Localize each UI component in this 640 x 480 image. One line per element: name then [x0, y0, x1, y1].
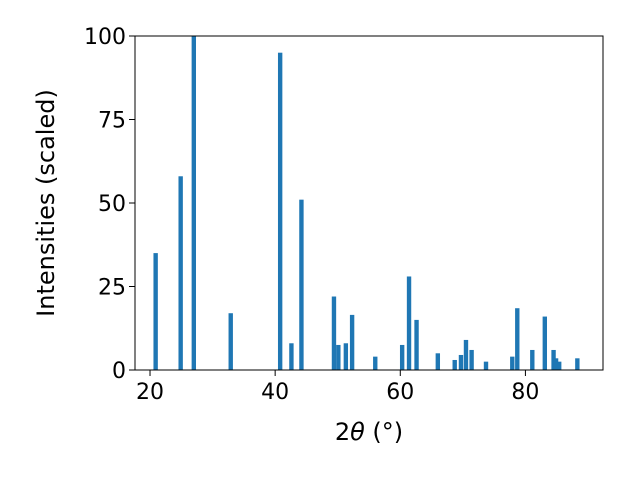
y-axis-title: Intensities (scaled): [32, 89, 60, 317]
bar: [458, 354, 464, 370]
y-tick-label: 50: [98, 192, 126, 217]
bar: [542, 316, 547, 370]
x-axis-title-prefix: 2: [335, 418, 350, 446]
bar: [343, 343, 349, 370]
bar: [575, 358, 580, 370]
bar: [178, 176, 183, 370]
bar: [553, 358, 559, 370]
plot-background: [135, 36, 603, 370]
bar: [435, 353, 441, 370]
bar: [463, 339, 469, 370]
bars-group: [153, 36, 580, 370]
x-tick-label: 80: [511, 380, 539, 405]
x-axis-title-theta: θ: [350, 418, 365, 446]
bar: [228, 313, 233, 370]
bar: [277, 52, 283, 370]
bar: [414, 319, 419, 370]
bar: [373, 356, 378, 370]
bar: [153, 253, 158, 370]
x-axis: 20 40 60 80: [136, 370, 539, 405]
x-tick-label: 40: [261, 380, 289, 405]
bar: [515, 308, 520, 370]
y-tick-label: 75: [98, 109, 126, 134]
bar: [469, 349, 474, 370]
bar: [336, 344, 341, 370]
bar: [483, 361, 489, 370]
bar: [557, 361, 562, 370]
x-axis-title: 2θ (°): [335, 418, 403, 446]
bar: [349, 314, 355, 370]
x-tick-label: 20: [136, 380, 164, 405]
bar: [452, 359, 457, 370]
x-axis-title-suffix: (°): [365, 418, 403, 446]
y-tick-label: 25: [98, 276, 126, 301]
bar: [510, 356, 515, 370]
bar: [399, 344, 405, 370]
bar: [406, 276, 412, 370]
x-tick-label: 60: [386, 380, 414, 405]
plot-area: [134, 35, 604, 371]
bar: [289, 343, 294, 370]
bar: [191, 36, 196, 370]
y-tick-label: 0: [112, 359, 126, 384]
bar: [299, 199, 304, 370]
bar: [530, 349, 535, 370]
bar: [551, 349, 556, 370]
y-tick-label: 100: [84, 25, 126, 50]
y-axis: 0 25 50 75 100: [84, 25, 135, 384]
bar: [331, 296, 337, 370]
